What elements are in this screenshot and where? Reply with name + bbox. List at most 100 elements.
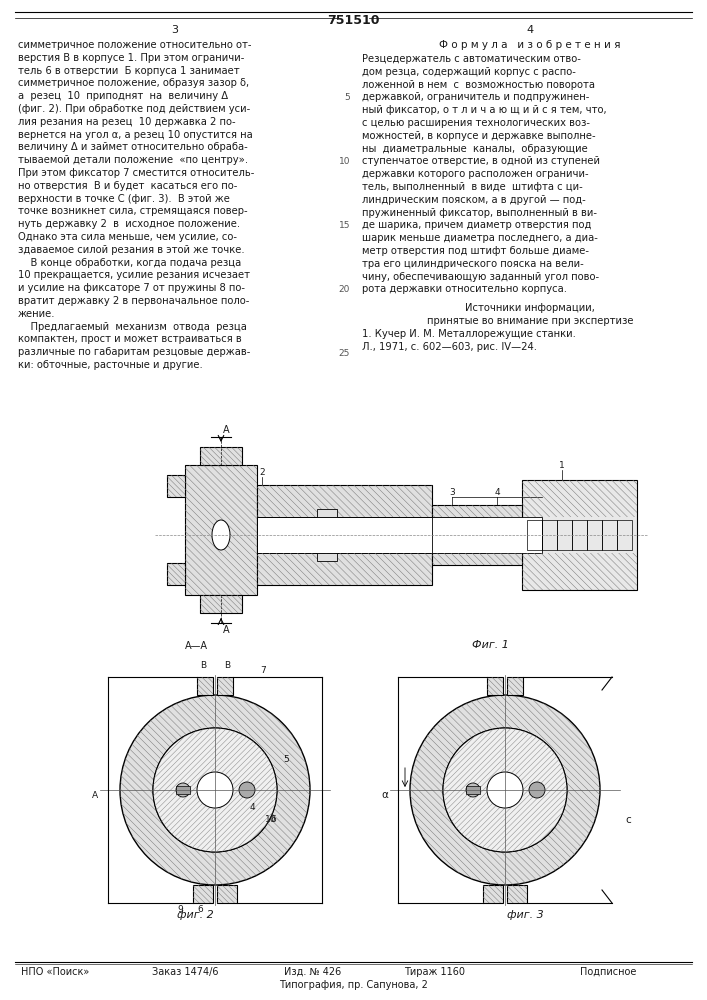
Bar xyxy=(167,563,185,585)
Text: верхности в точке С (фиг. 3).  В этой же: верхности в точке С (фиг. 3). В этой же xyxy=(18,194,230,204)
Circle shape xyxy=(487,772,523,808)
Text: В: В xyxy=(200,661,206,670)
Text: шарик меньше диаметра последнего, а диа-: шарик меньше диаметра последнего, а диа- xyxy=(362,233,598,243)
Bar xyxy=(432,505,522,565)
Bar xyxy=(527,520,542,550)
Text: НПО «Поиск»: НПО «Поиск» xyxy=(21,967,89,977)
Text: При этом фиксатор 7 сместится относитель-: При этом фиксатор 7 сместится относитель… xyxy=(18,168,255,178)
Text: можностей, в корпусе и державке выполне-: можностей, в корпусе и державке выполне- xyxy=(362,131,595,141)
Text: В конце обработки, когда подача резца: В конце обработки, когда подача резца xyxy=(18,258,241,268)
Text: вратит державку 2 в первоначальное поло-: вратит державку 2 в первоначальное поло- xyxy=(18,296,250,306)
Text: B: B xyxy=(224,661,230,670)
Text: Подписное: Подписное xyxy=(580,967,636,977)
Bar xyxy=(572,520,587,550)
Text: компактен, прост и может встраиваться в: компактен, прост и может встраиваться в xyxy=(18,334,242,344)
Text: Фиг. 1: Фиг. 1 xyxy=(472,640,508,650)
Text: 6: 6 xyxy=(197,905,203,914)
Circle shape xyxy=(410,695,600,885)
Bar xyxy=(587,520,602,550)
Bar xyxy=(167,475,185,497)
Text: принятые во внимание при экспертизе: принятые во внимание при экспертизе xyxy=(427,316,633,326)
Text: 4: 4 xyxy=(494,488,500,497)
Text: c: c xyxy=(625,815,631,825)
Circle shape xyxy=(176,783,190,797)
Bar xyxy=(257,517,487,553)
Bar xyxy=(257,485,432,585)
Text: здаваемое силой резания в этой же точке.: здаваемое силой резания в этой же точке. xyxy=(18,245,245,255)
Circle shape xyxy=(197,772,233,808)
Text: фиг. 2: фиг. 2 xyxy=(177,910,214,920)
Text: тываемой детали положение  «по центру».: тываемой детали положение «по центру». xyxy=(18,155,248,165)
Text: А—А: А—А xyxy=(185,641,208,651)
Text: Типография, пр. Сапунова, 2: Типография, пр. Сапунова, 2 xyxy=(279,980,428,990)
Text: величину Δ и займет относительно обраба-: величину Δ и займет относительно обраба- xyxy=(18,142,247,152)
Text: 1. Кучер И. М. Металлорежущие станки.: 1. Кучер И. М. Металлорежущие станки. xyxy=(362,329,576,339)
Text: ложенной в нем  с  возможностью поворота: ложенной в нем с возможностью поворота xyxy=(362,80,595,90)
Bar xyxy=(176,786,190,794)
Circle shape xyxy=(529,782,545,798)
Bar xyxy=(317,509,337,517)
Bar xyxy=(317,553,337,561)
Text: 3: 3 xyxy=(172,25,178,35)
Circle shape xyxy=(153,728,277,852)
Text: (фиг. 2). При обработке под действием уси-: (фиг. 2). При обработке под действием ус… xyxy=(18,104,250,114)
Circle shape xyxy=(466,783,480,797)
Text: 25: 25 xyxy=(339,349,350,358)
Bar xyxy=(507,885,527,903)
Text: чину, обеспечивающую заданный угол пово-: чину, обеспечивающую заданный угол пово- xyxy=(362,272,599,282)
Text: симметричное положение, образуя зазор δ,: симметричное положение, образуя зазор δ, xyxy=(18,78,249,88)
Text: линдрическим пояском, а в другой — под-: линдрическим пояском, а в другой — под- xyxy=(362,195,586,205)
Text: 6: 6 xyxy=(270,816,276,824)
Text: 10: 10 xyxy=(339,157,350,166)
Circle shape xyxy=(153,728,277,852)
Text: метр отверстия под штифт больше диаме-: метр отверстия под штифт больше диаме- xyxy=(362,246,589,256)
Text: A: A xyxy=(92,790,98,800)
Text: де шарика, причем диаметр отверстия под: де шарика, причем диаметр отверстия под xyxy=(362,220,591,230)
Text: Изд. № 426: Изд. № 426 xyxy=(284,967,341,977)
Bar xyxy=(522,480,637,590)
Text: а  резец  10  приподнят  на  величину Δ: а резец 10 приподнят на величину Δ xyxy=(18,91,228,101)
Text: точке возникнет сила, стремящаяся повер-: точке возникнет сила, стремящаяся повер- xyxy=(18,206,247,216)
Circle shape xyxy=(120,695,310,885)
Text: фиг. 3: фиг. 3 xyxy=(507,910,544,920)
Text: ный фиксатор, о т л и ч а ю щ и й с я тем, что,: ный фиксатор, о т л и ч а ю щ и й с я те… xyxy=(362,105,607,115)
Bar xyxy=(197,677,213,695)
Text: тра его цилиндрического пояска на вели-: тра его цилиндрического пояска на вели- xyxy=(362,259,584,269)
Circle shape xyxy=(443,728,567,852)
Text: но отверстия  В и будет  касаться его по-: но отверстия В и будет касаться его по- xyxy=(18,181,238,191)
Text: державкой, ограничитель и подпружинен-: державкой, ограничитель и подпружинен- xyxy=(362,92,590,102)
Circle shape xyxy=(443,728,567,852)
Text: 5: 5 xyxy=(344,93,350,102)
Text: вернется на угол α, а резец 10 опустится на: вернется на угол α, а резец 10 опустится… xyxy=(18,130,252,140)
Text: верстия В в корпусе 1. При этом ограничи-: верстия В в корпусе 1. При этом ограничи… xyxy=(18,53,245,63)
Text: 15: 15 xyxy=(339,221,350,230)
Text: пружиненный фиксатор, выполненный в ви-: пружиненный фиксатор, выполненный в ви- xyxy=(362,208,597,218)
Text: 751510: 751510 xyxy=(327,14,379,27)
Text: 2: 2 xyxy=(259,468,265,477)
Bar xyxy=(557,520,572,550)
Text: тель, выполненный  в виде  штифта с ци-: тель, выполненный в виде штифта с ци- xyxy=(362,182,583,192)
Text: Тираж 1160: Тираж 1160 xyxy=(404,967,465,977)
Text: ны  диаметральные  каналы,  образующие: ны диаметральные каналы, образующие xyxy=(362,144,588,154)
Text: 4: 4 xyxy=(250,804,256,812)
Text: 3: 3 xyxy=(449,488,455,497)
Bar xyxy=(193,885,213,903)
Bar xyxy=(617,520,632,550)
Text: 1: 1 xyxy=(559,461,565,470)
Text: α: α xyxy=(381,790,388,800)
Text: Заказ 1474/6: Заказ 1474/6 xyxy=(152,967,218,977)
Text: нуть державку 2  в  исходное положение.: нуть державку 2 в исходное положение. xyxy=(18,219,240,229)
Text: Л., 1971, с. 602—603, рис. IV—24.: Л., 1971, с. 602—603, рис. IV—24. xyxy=(362,342,537,352)
Bar xyxy=(217,677,233,695)
Text: 10 прекращается, усилие резания исчезает: 10 прекращается, усилие резания исчезает xyxy=(18,270,250,280)
Text: Ф о р м у л а   и з о б р е т е н и я: Ф о р м у л а и з о б р е т е н и я xyxy=(439,40,621,50)
Bar xyxy=(217,885,237,903)
Text: A: A xyxy=(223,625,230,635)
Bar xyxy=(200,447,242,465)
Text: Источники информации,: Источники информации, xyxy=(465,303,595,313)
Text: 9: 9 xyxy=(177,905,183,914)
Bar xyxy=(602,520,617,550)
Text: рота державки относительно корпуса.: рота державки относительно корпуса. xyxy=(362,284,567,294)
Text: различные по габаритам резцовые держав-: различные по габаритам резцовые держав- xyxy=(18,347,250,357)
Ellipse shape xyxy=(212,520,230,550)
